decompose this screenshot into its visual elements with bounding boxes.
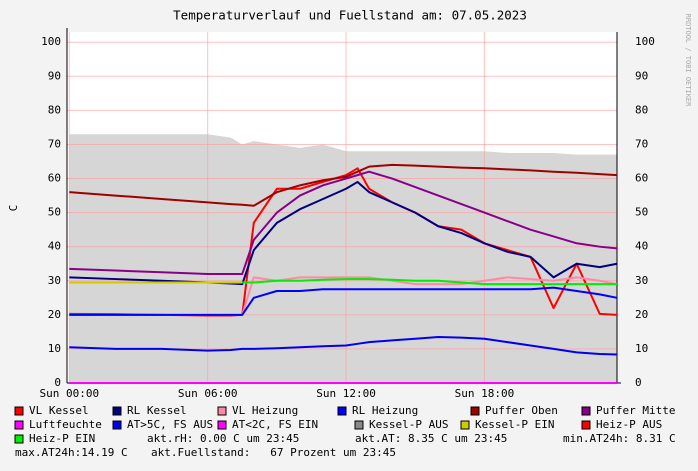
legend-label: AT>5C, FS AUS [127,418,213,431]
x-tick-label: Sun 00:00 [40,387,100,400]
legend-label: RL Kessel [127,404,187,417]
y2-tick-label: 50 [635,206,648,219]
y-tick-label: 100 [41,35,61,48]
legend-swatch [470,406,480,416]
y-tick-label: 10 [48,342,61,355]
legend-swatch [14,434,24,444]
legend-swatch [354,420,364,430]
legend-swatch [337,406,347,416]
annotation: akt.Fuellstand: 67 Prozent um 23:45 [151,446,396,459]
y-tick-label: 70 [48,137,61,150]
legend-label: Kessel-P EIN [475,418,554,431]
y2-tick-label: 60 [635,172,648,185]
legend-swatch [217,406,227,416]
y2-tick-label: 70 [635,137,648,150]
legend-label: Luftfeuchte [29,418,102,431]
fill-area [69,134,617,383]
legend-swatch [14,420,24,430]
y2-tick-label: 30 [635,274,648,287]
annotation: min.AT24h: 8.31 C [563,432,676,445]
y-tick-label: 40 [48,240,61,253]
legend-swatch [581,420,591,430]
legend-label: AT<2C, FS EIN [232,418,318,431]
y-tick-label: 50 [48,206,61,219]
legend-label: Puffer Oben [485,404,558,417]
legend-label: Puffer Mitte [596,404,675,417]
y2-tick-label: 0 [635,376,642,389]
y2-tick-label: 90 [635,69,648,82]
legend-label: Heiz-P EIN [29,432,95,445]
legend-swatch [217,420,227,430]
y2-tick-label: 80 [635,103,648,116]
chart-title: Temperaturverlauf und Fuellstand am: 07.… [173,8,527,23]
y-tick-label: 0 [54,376,61,389]
y2-tick-label: 100 [635,35,655,48]
legend-label: Heiz-P AUS [596,418,662,431]
watermark: RRDTOOL / TOBI OETIKER [684,14,692,108]
series-line [69,170,618,275]
legend-swatch [112,420,122,430]
x-tick-label: Sun 06:00 [178,387,238,400]
legend-swatch [460,420,470,430]
y2-tick-label: 40 [635,240,648,253]
y-tick-label: 90 [48,69,61,82]
annotation: max.AT24h:14.19 C [15,446,128,459]
y-tick-label: 60 [48,172,61,185]
legend-swatch [112,406,122,416]
legend-swatch [581,406,591,416]
legend-label: VL Heizung [232,404,298,417]
legend-label: Kessel-P AUS [369,418,448,431]
legend-label: VL Kessel [29,404,89,417]
legend-label: RL Heizung [352,404,418,417]
annotation: akt.rH: 0.00 C um 23:45 [147,432,299,445]
series-line [69,286,618,316]
y2-tick-label: 20 [635,308,648,321]
y-tick-label: 80 [48,103,61,116]
series-line [242,278,617,286]
series-line [69,163,618,207]
y2-tick-label: 10 [635,342,648,355]
x-tick-label: Sun 12:00 [316,387,376,400]
y-axis-label: C [7,205,20,212]
series-line [69,335,618,356]
annotation: akt.AT: 8.35 C um 23:45 [355,432,507,445]
x-tick-label: Sun 18:00 [455,387,515,400]
y-tick-label: 20 [48,308,61,321]
legend-swatch [14,406,24,416]
y-tick-label: 30 [48,274,61,287]
